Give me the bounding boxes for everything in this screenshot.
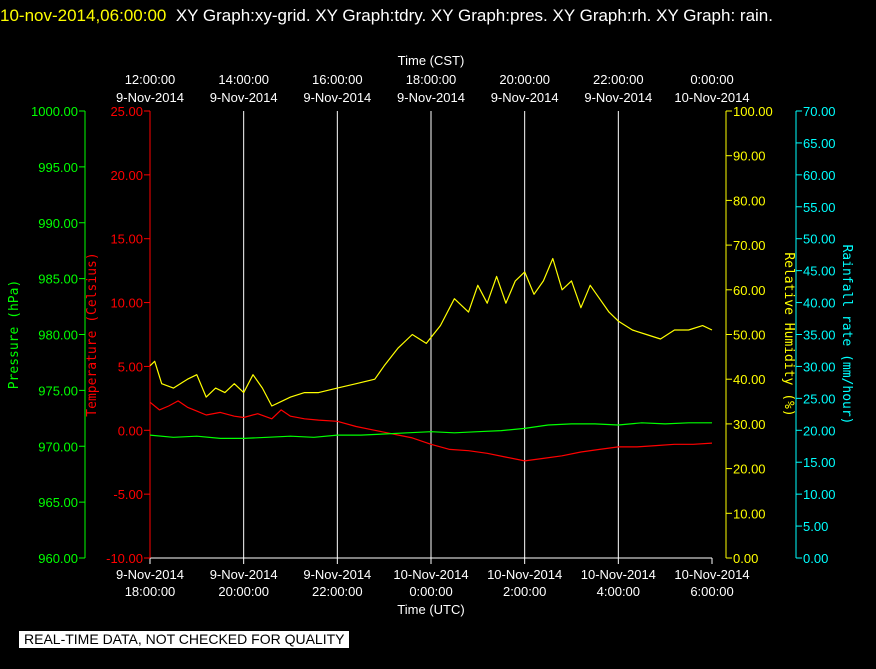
humidity-tick-label: 40.00 — [733, 372, 766, 387]
temperature-tick-label: -5.00 — [113, 487, 143, 502]
temperature-tick-label: -10.00 — [106, 551, 143, 566]
rain-tick-label: 5.00 — [803, 519, 828, 534]
pressure-tick-label: 965.00 — [38, 495, 78, 510]
x-bottom-tick-time: 4:00:00 — [597, 584, 640, 599]
humidity-tick-label: 100.00 — [733, 104, 773, 119]
x-top-axis-label: Time (CST) — [398, 53, 465, 68]
x-bottom-tick-time: 0:00:00 — [409, 584, 452, 599]
rain-tick-label: 55.00 — [803, 200, 836, 215]
x-top-tick-time: 16:00:00 — [312, 72, 363, 87]
rain-tick-label: 35.00 — [803, 328, 836, 343]
temperature-tick-label: 25.00 — [110, 104, 143, 119]
rain-axis-label: Rainfall rate (mm/hour) — [839, 244, 854, 424]
x-top-tick-time: 22:00:00 — [593, 72, 644, 87]
x-top-tick-time: 14:00:00 — [218, 72, 269, 87]
temperature-tick-label: 15.00 — [110, 232, 143, 247]
x-bottom-tick-time: 18:00:00 — [125, 584, 176, 599]
rain-tick-label: 40.00 — [803, 296, 836, 311]
x-top-tick-date: 9-Nov-2014 — [397, 90, 465, 105]
x-top-tick-time: 0:00:00 — [690, 72, 733, 87]
humidity-tick-label: 50.00 — [733, 328, 766, 343]
humidity-tick-label: 90.00 — [733, 149, 766, 164]
data-series — [149, 257, 713, 462]
pressure-axis-label: Pressure (hPa) — [7, 280, 22, 390]
rain-tick-label: 20.00 — [803, 423, 836, 438]
pressure-tick-label: 995.00 — [38, 160, 78, 175]
temperature-tick-label: 0.00 — [118, 423, 143, 438]
pressure-tick-label: 960.00 — [38, 551, 78, 566]
humidity-tick-label: 60.00 — [733, 283, 766, 298]
x-bottom-tick-date: 9-Nov-2014 — [210, 567, 278, 582]
rain-tick-label: 15.00 — [803, 455, 836, 470]
x-top-tick-time: 20:00:00 — [499, 72, 550, 87]
title-graph-list: XY Graph:xy-grid. XY Graph:tdry. XY Grap… — [175, 6, 773, 25]
pressure-tick-label: 1000.00 — [31, 104, 78, 119]
humidity-tick-label: 30.00 — [733, 417, 766, 432]
pressure-tick-label: 985.00 — [38, 272, 78, 287]
x-bottom-tick-time: 20:00:00 — [218, 584, 269, 599]
x-bottom-tick-date: 10-Nov-2014 — [581, 567, 656, 582]
pressure-tick-label: 990.00 — [38, 216, 78, 231]
pressure-series-line — [149, 422, 712, 439]
grid-lines — [243, 111, 619, 558]
rain-tick-label: 65.00 — [803, 136, 836, 151]
temperature-axis-label: Temperature (Celsius) — [85, 252, 100, 416]
x-bottom-tick-time: 22:00:00 — [312, 584, 363, 599]
x-top-tick-time: 12:00:00 — [125, 72, 176, 87]
x-top-tick-time: 18:00:00 — [406, 72, 457, 87]
humidity-series-line — [149, 257, 713, 407]
x-bottom-tick-date: 10-Nov-2014 — [487, 567, 562, 582]
x-top-tick-date: 10-Nov-2014 — [674, 90, 749, 105]
rain-tick-label: 0.00 — [803, 551, 828, 566]
humidity-tick-label: 20.00 — [733, 462, 766, 477]
quality-notice: REAL-TIME DATA, NOT CHECKED FOR QUALITY — [19, 631, 350, 648]
x-bottom-axis-label: Time (UTC) — [397, 602, 464, 617]
pressure-tick-label: 970.00 — [38, 439, 78, 454]
x-bottom-tick-date: 9-Nov-2014 — [303, 567, 371, 582]
humidity-axis-label: Relative Humidity (%) — [781, 252, 796, 416]
rain-tick-label: 45.00 — [803, 264, 836, 279]
rain-tick-label: 10.00 — [803, 487, 836, 502]
rain-tick-label: 70.00 — [803, 104, 836, 119]
x-top-tick-date: 9-Nov-2014 — [116, 90, 184, 105]
x-bottom-tick-date: 10-Nov-2014 — [393, 567, 468, 582]
x-top-tick-date: 9-Nov-2014 — [303, 90, 371, 105]
humidity-tick-label: 0.00 — [733, 551, 758, 566]
x-bottom-tick-date: 10-Nov-2014 — [674, 567, 749, 582]
temperature-series-line — [149, 400, 713, 462]
humidity-tick-label: 80.00 — [733, 193, 766, 208]
temperature-tick-label: 20.00 — [110, 168, 143, 183]
pressure-tick-label: 975.00 — [38, 383, 78, 398]
x-top-tick-date: 9-Nov-2014 — [584, 90, 652, 105]
x-bottom-tick-time: 2:00:00 — [503, 584, 546, 599]
x-bottom-tick-date: 9-Nov-2014 — [116, 567, 184, 582]
chart-title: 10-nov-2014,06:00:00 XY Graph:xy-grid. X… — [0, 2, 876, 29]
x-top-tick-date: 9-Nov-2014 — [210, 90, 278, 105]
rain-tick-label: 30.00 — [803, 359, 836, 374]
humidity-tick-label: 70.00 — [733, 238, 766, 253]
pressure-tick-label: 980.00 — [38, 328, 78, 343]
temperature-tick-label: 5.00 — [118, 359, 143, 374]
humidity-tick-label: 10.00 — [733, 506, 766, 521]
rain-tick-label: 60.00 — [803, 168, 836, 183]
rain-tick-label: 25.00 — [803, 391, 836, 406]
x-top-tick-date: 9-Nov-2014 — [491, 90, 559, 105]
axes: 9-Nov-2014 18:00:00 9-Nov-2014 20:00:00 9-No… — [7, 53, 854, 617]
rain-tick-label: 50.00 — [803, 232, 836, 247]
temperature-tick-label: 10.00 — [110, 296, 143, 311]
title-timestamp: 10-nov-2014,06:00:00 — [0, 6, 167, 25]
x-bottom-tick-time: 6:00:00 — [690, 584, 733, 599]
